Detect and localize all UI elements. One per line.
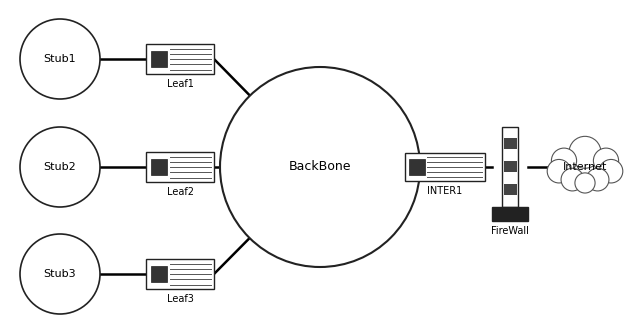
- Text: INTER1: INTER1: [428, 186, 463, 196]
- Circle shape: [20, 234, 100, 314]
- Text: Leaf2: Leaf2: [166, 187, 193, 197]
- Bar: [492, 207, 527, 221]
- Bar: [502, 127, 518, 207]
- Bar: [146, 44, 214, 74]
- Bar: [409, 159, 424, 175]
- Circle shape: [593, 148, 619, 173]
- Bar: [150, 159, 167, 175]
- Circle shape: [575, 173, 595, 193]
- Bar: [150, 51, 167, 67]
- Circle shape: [20, 19, 100, 99]
- Bar: [504, 161, 516, 172]
- Bar: [504, 184, 516, 195]
- Circle shape: [20, 127, 100, 207]
- Circle shape: [561, 168, 584, 191]
- Bar: [504, 138, 516, 149]
- Text: Stub2: Stub2: [44, 162, 76, 172]
- Bar: [146, 152, 214, 182]
- Text: Leaf3: Leaf3: [166, 294, 193, 304]
- Circle shape: [552, 148, 577, 173]
- Circle shape: [547, 159, 571, 183]
- Circle shape: [599, 159, 623, 183]
- Circle shape: [220, 67, 420, 267]
- Text: BackBone: BackBone: [289, 161, 351, 173]
- Bar: [150, 266, 167, 282]
- Text: Stub3: Stub3: [44, 269, 76, 279]
- Bar: [405, 153, 485, 181]
- Circle shape: [569, 136, 601, 168]
- Text: Stub1: Stub1: [44, 54, 76, 64]
- Text: Internet: Internet: [563, 162, 607, 172]
- Bar: [146, 259, 214, 289]
- Text: Leaf1: Leaf1: [166, 79, 193, 89]
- Circle shape: [586, 168, 609, 191]
- Text: FireWall: FireWall: [491, 226, 529, 236]
